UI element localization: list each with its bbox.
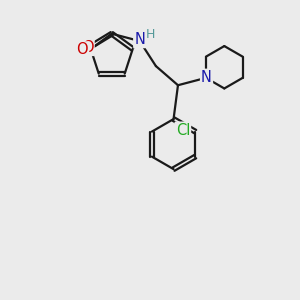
Text: H: H [146, 28, 156, 41]
Text: Cl: Cl [176, 123, 190, 138]
Text: N: N [201, 70, 212, 85]
Text: O: O [82, 40, 94, 55]
Text: N: N [134, 32, 145, 47]
Text: O: O [76, 42, 88, 57]
